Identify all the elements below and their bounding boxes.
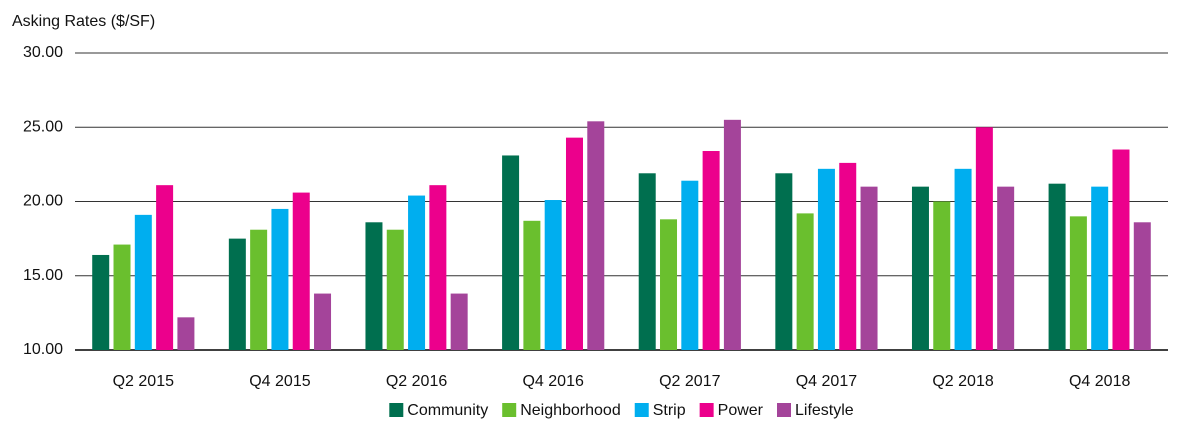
bar	[271, 208, 289, 350]
bar	[113, 244, 131, 350]
bar	[134, 214, 152, 350]
bar	[1112, 149, 1130, 350]
bar	[817, 168, 835, 350]
y-tick-label: 30.00	[23, 44, 63, 61]
y-tick-label: 15.00	[23, 267, 63, 284]
legend-swatch	[389, 403, 404, 417]
bar	[408, 195, 426, 350]
bar	[92, 254, 110, 350]
bar	[1069, 216, 1087, 350]
bar	[796, 213, 814, 350]
legend-label: Neighborhood	[520, 402, 621, 419]
bar	[386, 229, 404, 350]
legend-label: Strip	[653, 402, 686, 419]
bar	[587, 121, 605, 350]
y-tick-label: 20.00	[23, 193, 63, 210]
bar	[933, 201, 951, 350]
bar	[954, 168, 972, 350]
legend-label: Lifestyle	[795, 402, 854, 419]
bar	[839, 162, 857, 350]
x-tick-label: Q2 2016	[386, 373, 447, 390]
bar	[775, 173, 793, 350]
bar	[365, 222, 383, 350]
x-tick-label: Q4 2018	[1069, 373, 1130, 390]
bar	[911, 186, 929, 350]
bar	[1048, 183, 1066, 350]
x-tick-label: Q4 2015	[249, 373, 310, 390]
bar	[997, 186, 1015, 350]
bar	[544, 200, 562, 350]
x-tick-label: Q2 2017	[659, 373, 720, 390]
x-tick-label: Q4 2016	[522, 373, 583, 390]
bar	[860, 186, 878, 350]
bar	[156, 185, 174, 350]
bar	[702, 151, 720, 350]
bar	[638, 173, 656, 350]
y-tick-label: 25.00	[23, 118, 63, 135]
bar	[1133, 222, 1151, 350]
y-tick-label: 10.00	[23, 341, 63, 358]
legend-swatch	[502, 403, 517, 417]
bar	[450, 293, 468, 350]
bar	[502, 155, 520, 350]
legend-swatch	[634, 403, 649, 417]
y-axis-label: Asking Rates ($/SF)	[12, 13, 155, 30]
bar	[1091, 186, 1109, 350]
legend-label: Power	[718, 402, 764, 419]
bar	[565, 137, 583, 350]
bar	[975, 127, 993, 350]
bar	[723, 119, 741, 350]
bar	[177, 317, 195, 350]
x-tick-label: Q2 2015	[113, 373, 174, 390]
legend-label: Community	[407, 402, 488, 419]
legend-swatch	[777, 403, 791, 417]
bar	[681, 180, 699, 350]
bar	[660, 219, 678, 350]
legend-swatch	[699, 403, 714, 417]
bar	[429, 185, 447, 350]
bar	[250, 229, 268, 350]
bar	[314, 293, 332, 350]
bar	[292, 192, 310, 350]
x-tick-label: Q2 2018	[932, 373, 993, 390]
x-tick-label: Q4 2017	[796, 373, 857, 390]
bar	[228, 238, 246, 350]
bar	[523, 220, 541, 350]
